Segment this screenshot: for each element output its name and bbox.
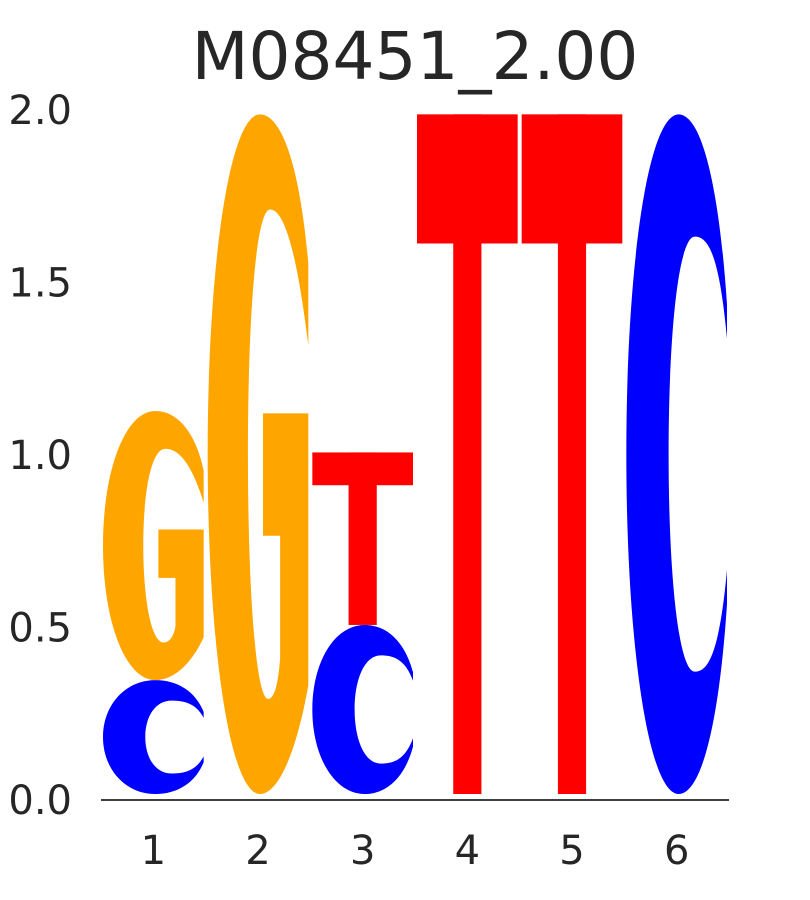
y-tick-label: 2.0 [8,88,72,134]
x-tick-label: 4 [455,828,480,874]
letter-g-pos-2 [207,114,309,795]
x-tick-label: 5 [559,828,584,874]
x-tick-label: 3 [350,828,375,874]
y-tick-label: 1.5 [8,261,72,307]
y-tick-label: 0.5 [8,606,72,652]
y-tick-label: 1.0 [8,433,72,479]
letter-c-pos-6 [626,114,727,795]
letter-stacks [103,114,727,795]
letter-t-pos-5 [521,114,623,795]
x-tick-label: 1 [141,828,166,874]
letter-c-pos-3 [312,624,413,794]
letter-c-pos-1 [103,680,204,794]
letter-g-pos-1 [103,411,204,681]
x-tick-label: 2 [245,828,270,874]
y-tick-label: 0.0 [8,778,72,824]
letter-t-pos-4 [417,114,518,795]
letter-t-pos-3 [312,452,413,625]
x-tick-label: 6 [664,828,689,874]
y-axis: 0.0 0.5 1.0 1.5 2.0 [8,88,72,824]
x-axis: 1 2 3 4 5 6 [141,828,690,874]
chart-title: M08451_2.00 [191,18,639,95]
